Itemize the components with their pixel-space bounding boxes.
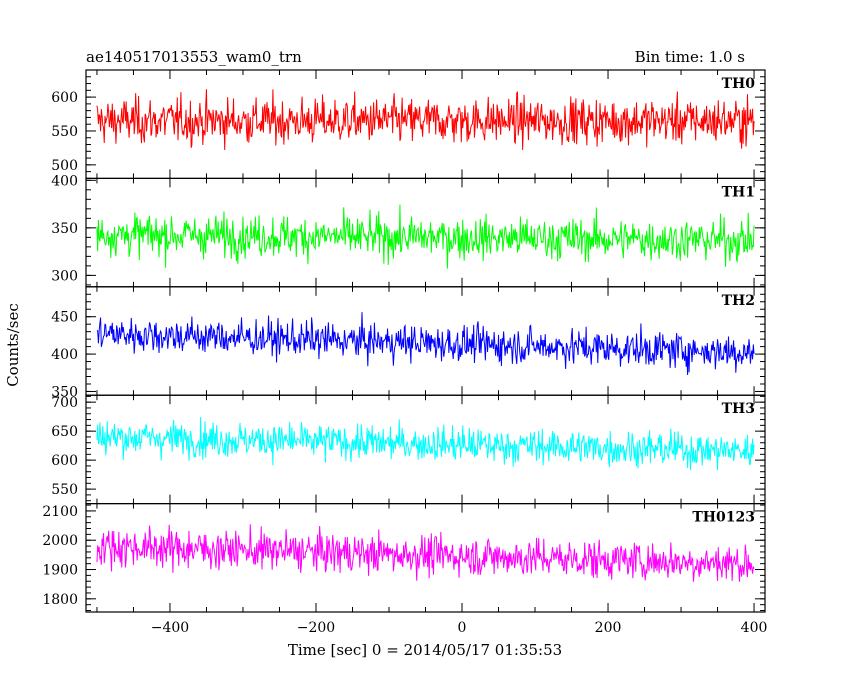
series-line-th2: [96, 312, 755, 376]
y-tick-label: 600: [51, 90, 78, 106]
y-tick-label: 400: [51, 347, 78, 363]
y-tick-label: 400: [51, 173, 78, 189]
y-axis-label: Counts/sec: [4, 303, 22, 387]
panel-label-th3: TH3: [722, 401, 755, 417]
panel-label-th2: TH2: [722, 293, 755, 309]
series-line-th0: [96, 89, 755, 151]
plot-title-left: ae140517013553_wam0_trn: [86, 48, 302, 66]
y-tick-label: 650: [51, 424, 78, 440]
y-tick-label: 300: [51, 268, 78, 284]
y-tick-label: 550: [51, 482, 78, 498]
panels-group: 500 550 600 TH0 300 350 400 TH1 350 400 450 TH2 550 6…: [42, 69, 768, 636]
x-tick-label: −400: [151, 620, 189, 636]
y-tick-label: 600: [51, 453, 78, 469]
y-tick-label: 350: [51, 384, 78, 400]
y-tick-label: 350: [51, 221, 78, 237]
x-tick-label: 400: [741, 620, 768, 636]
x-axis-label: Time [sec] 0 = 2014/05/17 01:35:53: [288, 641, 562, 659]
x-tick-label: 0: [458, 620, 467, 636]
panel-frame-th3: [85, 394, 766, 505]
y-tick-label: 450: [51, 310, 78, 326]
y-tick-label: 1800: [42, 592, 78, 608]
x-tick-label: −200: [297, 620, 335, 636]
y-tick-label: 500: [51, 158, 78, 174]
panel-label-th1: TH1: [722, 184, 755, 200]
y-tick-label: 550: [51, 124, 78, 140]
panel-label-th0123: TH0123: [692, 510, 755, 526]
y-tick-label: 700: [51, 395, 78, 411]
y-tick-label: 2000: [42, 533, 78, 549]
series-line-th3: [96, 417, 755, 471]
bin-time-label: Bin time: 1.0 s: [635, 48, 745, 66]
series-line-th1: [96, 204, 755, 269]
y-tick-label: 1900: [42, 563, 78, 579]
x-tick-label: 200: [595, 620, 622, 636]
panel-label-th0: TH0: [722, 76, 756, 92]
y-tick-label: 2100: [42, 504, 78, 520]
series-line-th0123: [96, 524, 755, 582]
